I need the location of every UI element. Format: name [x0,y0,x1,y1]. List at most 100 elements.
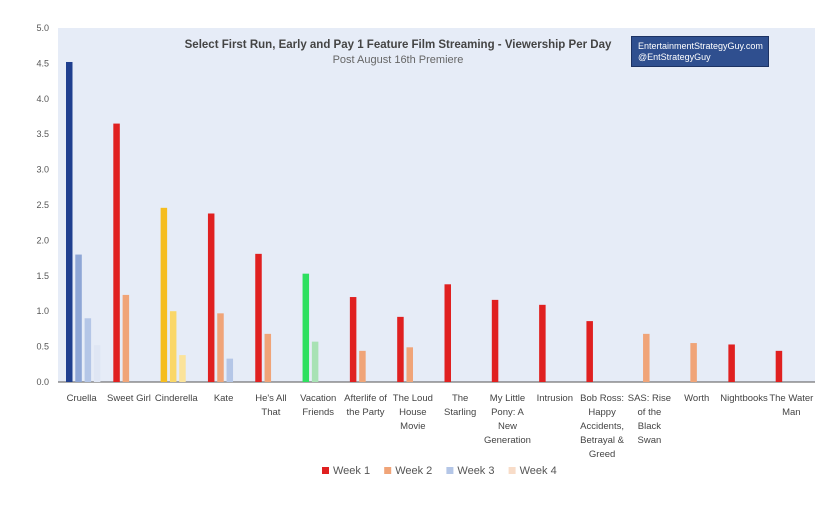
x-tick-label-line: Sweet Girl [107,393,151,404]
x-tick-label-line: Greed [589,449,615,460]
x-tick-label-line: The Water [769,393,813,404]
bar [775,350,783,382]
bar [169,311,177,382]
bar [539,304,546,382]
x-tick-label: The Starling [444,393,476,418]
bar [728,344,735,382]
y-tick-label: 5.0 [36,23,49,33]
chart-title: Select First Run, Early and Pay 1 Featur… [185,39,612,51]
x-tick-label-line: of the [638,407,662,418]
x-tick-label: Intrusion [537,393,573,404]
x-tick-label-line: Kate [214,393,234,404]
x-tick-label-line: Happy [588,407,616,418]
x-tick-label-line: The [452,393,468,404]
x-tick-label: Kate [214,393,234,404]
x-tick-label-line: Cinderella [155,393,198,404]
x-tick-label-line: He's All [255,393,286,404]
bar [207,213,215,382]
legend-swatch [446,467,454,474]
bar [255,253,262,382]
bar [217,313,224,382]
x-tick-label: The Loud House Movie [393,393,433,432]
bar [349,297,357,382]
bar [264,333,272,382]
chart-subtitle: Post August 16th Premiere [333,54,464,66]
bar [179,355,186,382]
bar [84,318,92,382]
x-tick-label-line: That [261,407,280,418]
plot-area [58,28,815,382]
x-tick-label-line: Nightbooks [720,393,768,404]
y-tick-label: 4.5 [36,58,49,68]
bar [311,341,319,382]
x-tick-label-line: The Loud [393,393,433,404]
bar [113,123,120,382]
x-tick-label-line: Friends [302,407,334,418]
legend-label: Week 1 [333,465,370,477]
y-tick-label: 2.0 [36,235,49,245]
x-tick-label-line: Worth [684,393,709,404]
x-tick-label-line: Cruella [67,393,98,404]
x-tick-label-line: Accidents, [580,421,624,432]
x-tick-label: Sweet Girl [107,393,151,404]
bar [160,207,168,382]
x-tick-label: Cinderella [155,393,198,404]
bar [302,273,310,382]
x-tick-label-line: Swan [638,435,662,446]
legend-label: Week 4 [520,465,557,477]
x-tick-label: Worth [684,393,709,404]
x-tick-label-line: House [399,407,426,418]
x-tick-label-line: My Little [490,393,525,404]
x-tick-label: Bob Ross: Happy Accidents, Betrayal & Greed [580,393,624,460]
x-tick-label-line: Pony: A [491,407,524,418]
legend-label: Week 3 [457,465,494,477]
x-tick-label: Nightbooks [720,393,768,404]
bar [406,347,413,382]
x-tick-label: SAS: Rise of the Black Swan [628,393,671,446]
y-tick-label: 0.0 [36,377,49,387]
credit-website: EntertainmentStrategyGuy.com [638,41,763,51]
bar [75,254,82,382]
credit-handle: @EntStrategyGuy [638,52,711,62]
x-tick-label-line: Bob Ross: [580,393,624,404]
bar [122,294,130,382]
legend-swatch [508,467,516,474]
bar [643,333,650,382]
x-tick-label: Cruella [67,393,98,404]
bar [444,284,451,382]
bar [690,343,697,382]
legend-swatch [322,467,329,474]
x-tick-label: The Water Man [769,393,813,418]
x-tick-label-line: Movie [400,421,425,432]
y-tick-label: 3.5 [36,129,49,139]
y-tick-label: 1.0 [36,306,49,316]
x-tick-label: Vacation Friends [300,393,336,418]
x-tick-label-line: Afterlife of [344,393,387,404]
x-tick-label-line: Generation [484,435,531,446]
x-tick-label: Afterlife of the Party [344,393,387,418]
x-tick-label-line: Man [782,407,800,418]
y-tick-label: 4.0 [36,94,49,104]
x-tick-label-line: the Party [347,407,385,418]
credit-box: EntertainmentStrategyGuy.com @EntStrateg… [631,36,769,67]
x-tick-label-line: New [498,421,517,432]
bar [226,358,234,382]
x-tick-label-line: Starling [444,407,476,418]
bar [359,350,366,382]
x-tick-label-line: Betrayal & [580,435,624,446]
bar [397,316,404,382]
legend-label: Week 2 [395,465,432,477]
bar [491,299,499,382]
y-tick-label: 1.5 [36,271,49,281]
x-tick-label-line: Black [638,421,661,432]
bar [66,61,73,382]
x-tick-label-line: SAS: Rise [628,393,671,404]
y-tick-label: 2.5 [36,200,49,210]
x-tick-label-line: Intrusion [537,393,573,404]
bar [586,321,593,382]
y-tick-label: 3.0 [36,165,49,175]
x-tick-label: He's All That [255,393,286,418]
legend-swatch [384,467,392,474]
